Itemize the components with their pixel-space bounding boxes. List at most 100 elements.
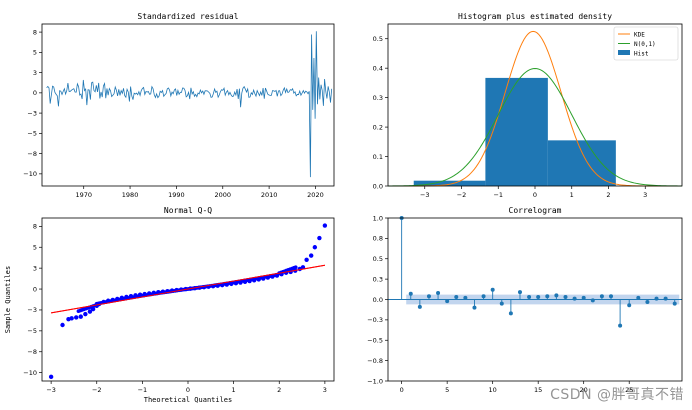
x-tick-label: −3 (46, 386, 56, 394)
acf-marker-13 (517, 290, 522, 295)
acf-marker-23 (609, 294, 614, 299)
x-tick-label: −3 (420, 191, 430, 199)
y-tick-label: 0.5 (373, 35, 383, 43)
x-tick-label: 0 (533, 191, 537, 199)
acf-marker-1 (408, 291, 413, 296)
acf-marker-2 (417, 304, 422, 309)
qq-point (78, 314, 83, 319)
acf-marker-28 (654, 296, 659, 301)
x-tick-label: 2020 (307, 191, 324, 199)
chart-title: Correlogram (509, 206, 562, 215)
y-tick-label: 0.5 (373, 255, 383, 263)
histogram-bar-0 (413, 180, 486, 186)
x-tick-label: −1 (138, 386, 148, 394)
y-tick-label: −3 (27, 109, 37, 117)
panel-correlogram: Correlogram 0 5 10 15 20 25 −1.0 −0.8 −0.5 −0.3 0.0… (367, 206, 683, 394)
y-tick-label: 0.3 (373, 94, 383, 102)
qq-point (74, 315, 79, 320)
axes-frame (387, 217, 683, 382)
legend-kde-label: KDE (634, 32, 645, 39)
watermark: CSDN @胖哥真不错 (550, 387, 684, 403)
x-tick-label: −2 (457, 191, 467, 199)
acf-marker-8 (472, 305, 477, 310)
acf-marker-7 (463, 295, 468, 300)
y-tick-label: −10 (23, 369, 37, 377)
acf-marker-3 (426, 294, 431, 299)
y-tick-label: 3 (33, 69, 37, 77)
acf-marker-27 (645, 299, 650, 304)
qq-point (304, 257, 309, 262)
acf-marker-18 (563, 295, 568, 300)
x-tick-label: 2 (606, 191, 610, 199)
acf-marker-26 (636, 295, 641, 300)
qq-point (308, 253, 314, 258)
x-tick-label: 2000 (214, 191, 231, 199)
residual-series-line (46, 31, 333, 178)
legend-normal-label: N(0,1) (634, 41, 656, 48)
qq-point (322, 223, 328, 228)
acf-marker-20 (581, 295, 586, 300)
panel-normal-qq: Normal Q-Q−3 −2 −1 0 1 2 3−10−8−5−30358Theoret… (4, 206, 335, 404)
acf-marker-10 (490, 287, 495, 292)
acf-marker-11 (499, 301, 504, 306)
x-tick-label: −2 (92, 386, 102, 394)
x-tick-label: 1980 (122, 191, 139, 199)
acf-marker-14 (527, 295, 532, 300)
legend-hist-label: Hist (634, 51, 649, 58)
acf-marker-6 (454, 295, 459, 300)
y-tick-label: 0 (33, 285, 37, 293)
x-tick-label: 1 (570, 191, 574, 199)
x-tick-label: 1990 (168, 191, 185, 199)
acf-marker-4 (436, 290, 441, 295)
chart-title: Normal Q-Q (164, 206, 212, 215)
qq-point (317, 235, 322, 241)
y-tick-label: −1.0 (367, 377, 383, 385)
x-tick-label: 2 (277, 386, 281, 394)
x-tick-label: 1 (232, 386, 236, 394)
qq-reference-line-overlay (51, 264, 325, 314)
plot-area (42, 24, 334, 186)
qq-point (293, 265, 298, 270)
acf-marker-24 (618, 323, 623, 328)
qq-point (87, 309, 93, 314)
chart-title: Histogram plus estimated density (458, 12, 612, 21)
y-tick-label: 1.0 (373, 214, 383, 222)
y-tick-label: −5 (27, 327, 37, 335)
y-tick-label: −0.5 (367, 337, 383, 345)
acf-marker-19 (572, 296, 577, 301)
x-tick-label: 2010 (261, 191, 278, 199)
y-tick-label: −0.3 (367, 316, 383, 324)
panel-standardized-residual: Standardized residual 1970 1980 1990 2000 201… (23, 12, 335, 199)
x-tick-label: 20 (580, 386, 588, 394)
y-tick-label: 0.2 (373, 123, 383, 131)
y-tick-label: 0.0 (373, 296, 383, 304)
acf-marker-29 (663, 296, 668, 301)
qq-point (48, 374, 54, 380)
y-tick-label: 8 (33, 28, 37, 36)
y-tick-label: 0.0 (373, 182, 383, 190)
x-tick-label: 3 (643, 191, 647, 199)
y-tick-label: 0.3 (373, 275, 383, 283)
y-tick-label: 5 (33, 49, 37, 57)
acf-marker-15 (536, 295, 541, 300)
y-tick-label: −3 (27, 306, 37, 314)
histogram-bar-1 (485, 77, 548, 186)
legend-hist-swatch (618, 50, 630, 55)
y-tick-label: −10 (23, 170, 37, 178)
x-tick-label: 0 (400, 386, 404, 394)
acf-marker-22 (599, 294, 604, 299)
x-tick-label: 25 (625, 386, 633, 394)
y-axis-label: Sample Quantiles (4, 266, 12, 333)
acf-marker-21 (590, 298, 595, 303)
y-tick-label: 0 (33, 89, 37, 97)
x-tick-label: 5 (445, 386, 449, 394)
x-tick-label: 3 (323, 386, 327, 394)
y-tick-label: 0.1 (373, 153, 383, 161)
y-tick-label: −0.8 (367, 357, 383, 365)
x-tick-label: −1 (493, 191, 503, 199)
qq-point (60, 322, 65, 328)
axes-frame (387, 23, 683, 187)
x-tick-label: 1970 (75, 191, 92, 199)
x-tick-label: 15 (534, 386, 542, 394)
